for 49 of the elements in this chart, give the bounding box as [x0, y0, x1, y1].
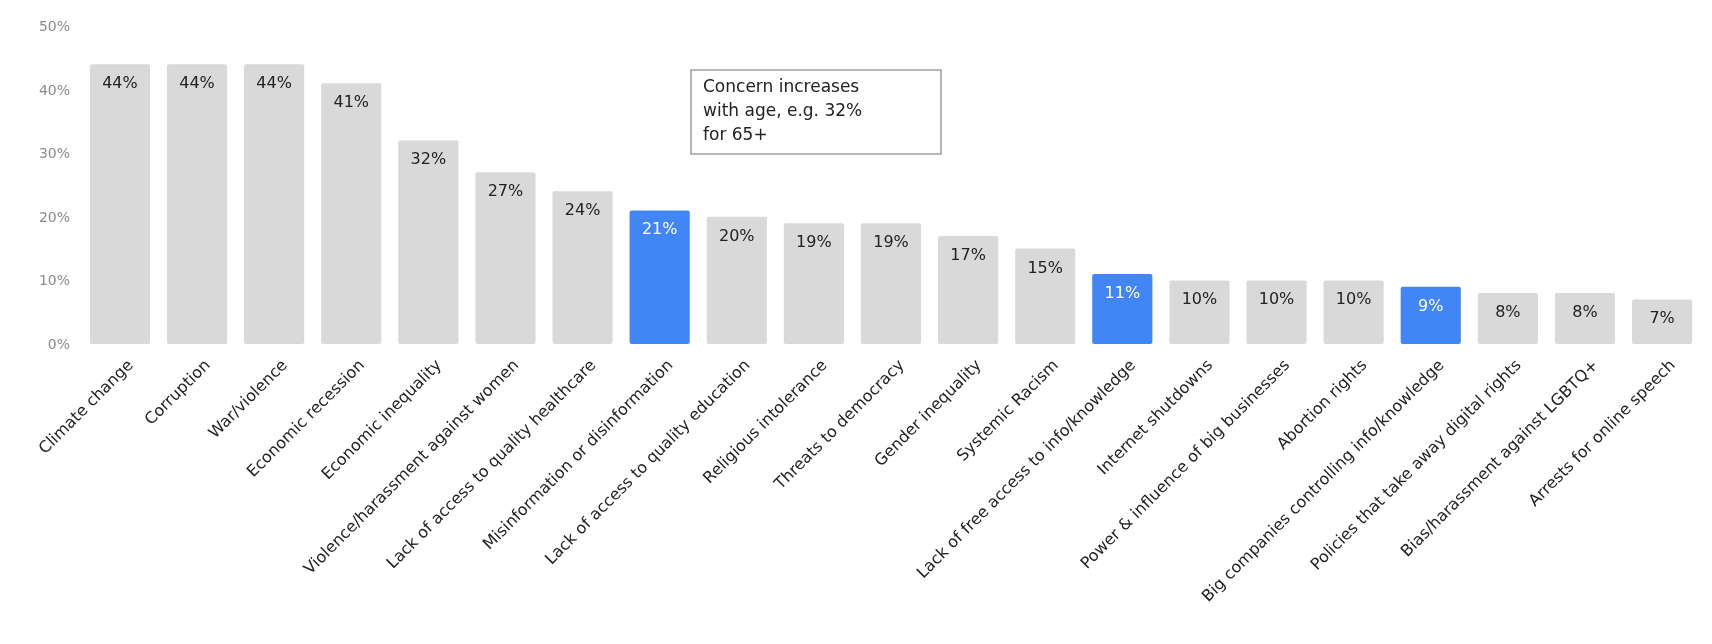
data-label: 41%: [333, 92, 370, 112]
bar: [860, 223, 922, 344]
y-tick-label: 50%: [38, 17, 70, 34]
data-label: 7%: [1649, 308, 1675, 328]
data-label: 44%: [102, 73, 138, 93]
bar: [321, 83, 382, 344]
bar: [1092, 274, 1153, 344]
bar: [1477, 293, 1538, 344]
annotation: Concern increases with age, e.g. 32% for 65+: [703, 76, 863, 144]
bar: [1554, 293, 1616, 344]
bar: [1323, 280, 1384, 344]
y-tick-label: 0%: [47, 335, 70, 352]
data-label: 19%: [796, 232, 832, 252]
data-label: 8%: [1495, 302, 1521, 322]
bar: [783, 223, 844, 344]
data-label: 32%: [410, 149, 447, 169]
bar: [938, 235, 999, 344]
bar: [166, 64, 228, 344]
y-tick-label: 30%: [38, 145, 70, 162]
bar: [629, 210, 690, 344]
bar: [1400, 286, 1461, 344]
data-label: 9%: [1418, 295, 1444, 315]
data-label: 10%: [1258, 289, 1295, 309]
bar: [1015, 248, 1076, 344]
data-label: 44%: [179, 73, 215, 93]
data-label: 21%: [641, 219, 678, 239]
y-tick-label: 20%: [38, 208, 70, 225]
bar: [552, 191, 613, 344]
data-label: 27%: [487, 181, 524, 201]
data-label: 8%: [1572, 302, 1598, 322]
data-label: 44%: [256, 73, 292, 93]
bar: [398, 140, 459, 344]
bar: [1246, 280, 1307, 344]
bar: [1632, 299, 1693, 344]
data-label: 20%: [719, 225, 755, 245]
data-label: 19%: [873, 232, 909, 252]
data-label: 10%: [1335, 289, 1372, 309]
y-tick-label: 10%: [38, 272, 70, 289]
bar: [89, 64, 150, 344]
bar: [706, 216, 767, 344]
y-tick-label: 40%: [38, 81, 70, 98]
data-label: 17%: [950, 244, 986, 264]
data-label: 24%: [564, 200, 601, 220]
data-label: 11%: [1104, 283, 1141, 303]
data-label: 15%: [1027, 257, 1063, 277]
bar: [475, 172, 536, 344]
bar: [1169, 280, 1230, 344]
bar: [244, 64, 305, 344]
data-label: 10%: [1181, 289, 1218, 309]
